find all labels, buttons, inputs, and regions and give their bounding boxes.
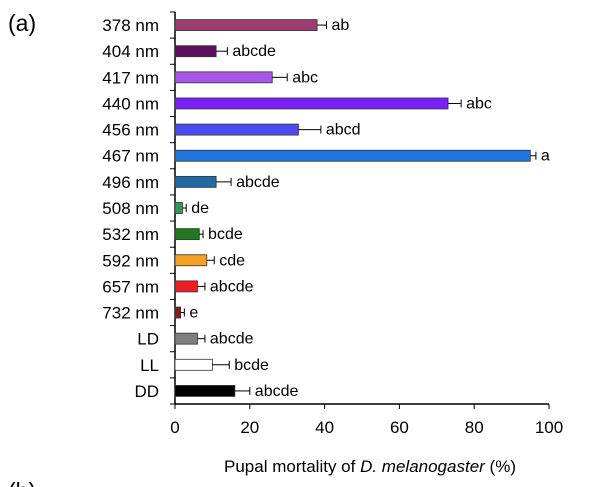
category-label: DD: [134, 382, 159, 401]
panel-label-b: (b): [8, 478, 36, 487]
category-label: 404 nm: [102, 42, 159, 61]
significance-label: abcde: [255, 383, 299, 400]
x-tick-label: 0: [170, 418, 179, 437]
category-label: 532 nm: [102, 225, 159, 244]
category-label: LD: [137, 330, 159, 349]
x-tick-label: 100: [535, 418, 563, 437]
category-label: 440 nm: [102, 94, 159, 113]
bar: [174, 175, 217, 188]
significance-label: a: [541, 148, 550, 165]
significance-label: bcde: [234, 357, 269, 374]
significance-label: abcde: [232, 43, 276, 60]
x-tick-label: 60: [390, 418, 409, 437]
category-label: 456 nm: [102, 121, 159, 140]
bar: [174, 332, 198, 345]
significance-label: de: [191, 200, 209, 217]
significance-label: abc: [292, 69, 318, 86]
significance-label: abcde: [210, 331, 254, 348]
significance-label: abcde: [236, 174, 280, 191]
category-label: 508 nm: [102, 199, 159, 218]
bar: [174, 280, 198, 293]
x-tick-label: 20: [240, 418, 259, 437]
bar: [174, 254, 208, 267]
bar: [174, 97, 449, 110]
bar: [174, 45, 217, 58]
category-label: 417 nm: [102, 68, 159, 87]
bar: [174, 202, 183, 214]
bar: [174, 19, 318, 31]
x-tick-label: 80: [465, 418, 484, 437]
panel-label-a: (a): [8, 10, 36, 36]
significance-label: ab: [331, 17, 349, 34]
x-tick-label: 40: [315, 418, 334, 437]
significance-label: e: [189, 305, 198, 322]
bar: [174, 228, 200, 241]
bar: [174, 358, 213, 371]
significance-label: bcde: [208, 226, 243, 243]
category-label: 378 nm: [102, 16, 159, 35]
bar: [174, 149, 531, 162]
category-label: 496 nm: [102, 173, 159, 192]
bar: [174, 123, 299, 136]
significance-label: abc: [466, 95, 492, 112]
significance-label: cde: [219, 252, 245, 269]
significance-label: abcde: [210, 278, 254, 295]
bar: [174, 71, 273, 84]
significance-label: abcd: [326, 122, 361, 139]
bar: [174, 306, 182, 319]
category-label: 467 nm: [102, 147, 159, 166]
x-axis-title: Pupal mortality of D. melanogaster (%): [224, 457, 516, 476]
category-label: 732 nm: [102, 304, 159, 323]
bar: [174, 385, 236, 397]
category-label: 657 nm: [102, 277, 159, 296]
category-label: LL: [140, 356, 159, 375]
category-label: 592 nm: [102, 251, 159, 270]
